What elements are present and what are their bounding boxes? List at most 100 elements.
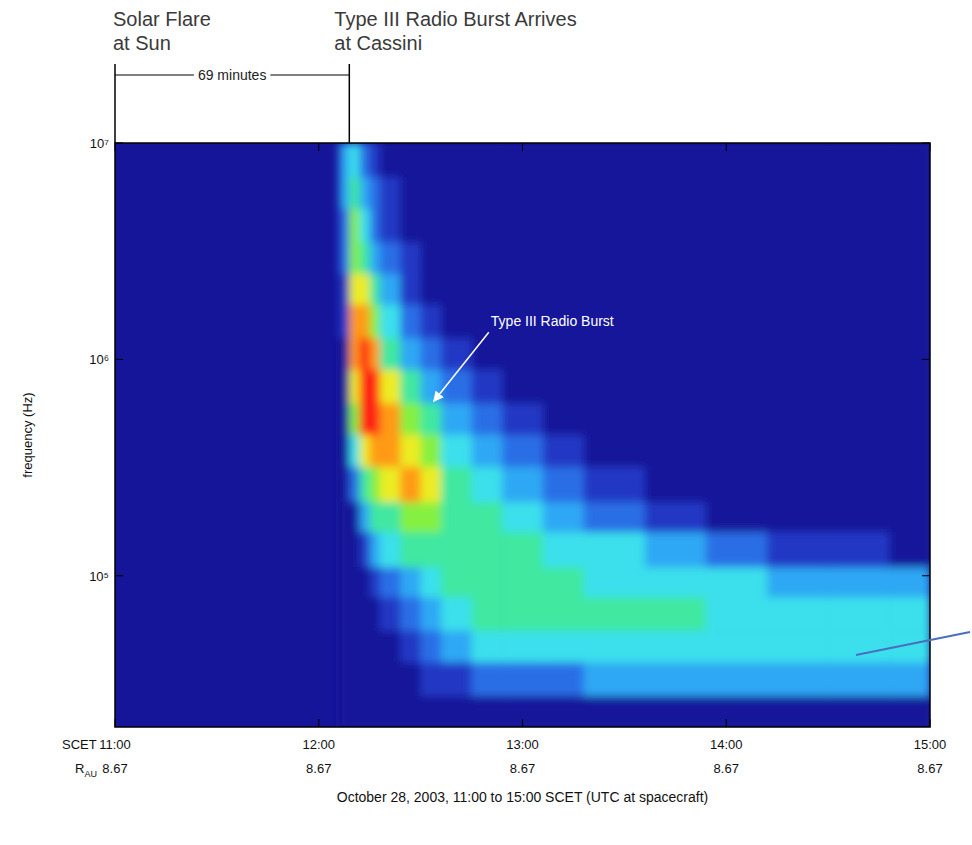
chart: 11:008.6712:008.6713:008.6714:008.6715:0… <box>0 0 972 845</box>
cell <box>380 242 401 274</box>
cell <box>828 662 890 696</box>
cell <box>472 403 503 435</box>
cell <box>339 304 350 338</box>
cell <box>339 532 350 568</box>
x-tick-top <box>318 143 319 151</box>
cell <box>370 403 381 435</box>
cell <box>421 273 442 304</box>
cell <box>421 369 442 403</box>
cell <box>767 242 829 274</box>
cell <box>645 208 707 242</box>
cell <box>584 434 646 467</box>
cell <box>400 567 421 598</box>
cell <box>380 567 401 598</box>
cell <box>889 403 930 435</box>
cell <box>441 403 472 435</box>
cell <box>349 143 360 177</box>
cell <box>706 177 768 209</box>
cell <box>370 567 381 598</box>
cell <box>380 695 401 727</box>
cell <box>767 369 829 403</box>
cell <box>502 434 543 467</box>
cell <box>421 208 442 242</box>
cell <box>502 662 543 696</box>
cell <box>645 273 707 304</box>
cell <box>380 403 401 435</box>
cell <box>706 304 768 338</box>
cell <box>706 662 768 696</box>
cell <box>400 434 421 467</box>
interval-label-bg <box>194 66 270 84</box>
y-tick-label: 10⁷ <box>90 136 109 151</box>
pointer-line <box>856 632 970 655</box>
cell <box>349 662 360 696</box>
cell <box>767 338 829 370</box>
cell <box>706 532 768 568</box>
cell <box>349 434 360 467</box>
cell <box>339 662 350 696</box>
cell <box>543 403 584 435</box>
x-tick-label: 14:00 <box>710 737 743 752</box>
cell <box>400 369 421 403</box>
cell <box>706 567 768 598</box>
cell <box>360 597 371 631</box>
cell <box>502 208 543 242</box>
distance-label: 8.67 <box>714 761 739 776</box>
cell <box>370 630 381 662</box>
cell <box>472 695 503 727</box>
cell <box>706 466 768 502</box>
distance-label: 8.67 <box>510 761 535 776</box>
cell <box>360 177 371 209</box>
cell <box>400 597 421 631</box>
cell <box>767 695 829 727</box>
cell <box>828 273 890 304</box>
page: {"chart_data": { "type": "heatmap", "log… <box>0 0 972 845</box>
cell <box>370 338 381 370</box>
cell <box>645 662 707 696</box>
cell <box>441 532 472 568</box>
cell <box>380 662 401 696</box>
cell <box>502 177 543 209</box>
cell <box>339 177 350 209</box>
cell <box>400 466 421 502</box>
plot-background <box>115 143 930 727</box>
cell <box>889 177 930 209</box>
annotation-text: at Cassini <box>334 32 422 54</box>
cell <box>584 567 646 598</box>
cell <box>400 630 421 662</box>
cell <box>339 273 350 304</box>
cell <box>370 434 381 467</box>
cell <box>584 466 646 502</box>
cell <box>706 208 768 242</box>
cell <box>400 662 421 696</box>
cell <box>370 502 381 533</box>
annotation-text: Solar Flare <box>113 8 211 30</box>
cell <box>889 338 930 370</box>
cell <box>349 532 360 568</box>
cell <box>380 177 401 209</box>
cell <box>472 208 503 242</box>
cell <box>472 502 503 533</box>
cell <box>349 304 360 338</box>
cell <box>349 273 360 304</box>
cell <box>584 208 646 242</box>
cell <box>339 466 350 502</box>
cell <box>441 662 472 696</box>
cell <box>502 242 543 274</box>
cell <box>360 695 371 727</box>
cell <box>349 369 360 403</box>
cell <box>360 143 371 177</box>
cell <box>543 208 584 242</box>
cell <box>370 143 381 177</box>
cell <box>421 434 442 467</box>
cell <box>360 567 371 598</box>
cell <box>645 532 707 568</box>
y-axis-title: frequency (Hz) <box>20 392 35 477</box>
cell <box>767 177 829 209</box>
cell <box>889 304 930 338</box>
cell <box>360 502 371 533</box>
x-tick <box>930 719 931 727</box>
cell <box>502 567 543 598</box>
cell <box>441 597 472 631</box>
cell <box>360 532 371 568</box>
